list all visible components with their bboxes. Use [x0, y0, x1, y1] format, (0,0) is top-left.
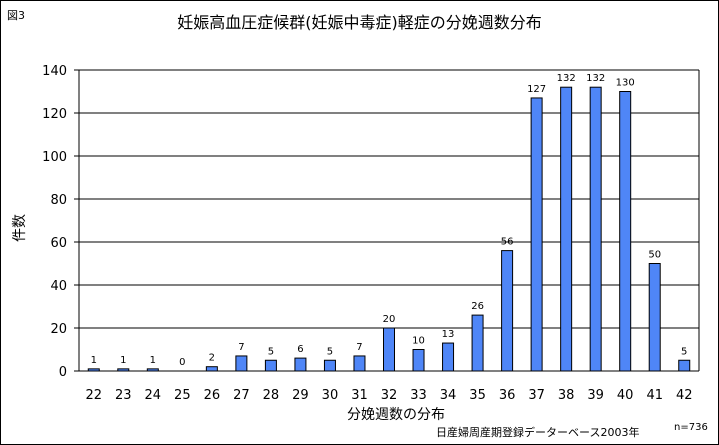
data-label: 6	[297, 344, 303, 355]
x-tick-label: 35	[469, 388, 486, 403]
x-axis-title: 分娩週数の分布	[347, 407, 445, 423]
data-label: 10	[412, 336, 425, 347]
source-note: 日産婦周産期登録データーベース2003年	[436, 426, 640, 439]
x-tick-label: 38	[558, 388, 575, 403]
data-label: 1	[91, 355, 97, 366]
bar	[560, 86, 573, 372]
bar	[323, 359, 336, 372]
data-label: 130	[616, 78, 635, 89]
x-tick-label: 37	[528, 388, 545, 403]
y-tick-label: 0	[59, 365, 67, 380]
data-label: 5	[268, 346, 274, 357]
x-tick-label: 42	[676, 388, 693, 403]
x-tick-label: 34	[440, 388, 457, 403]
x-tick-label: 30	[322, 388, 339, 403]
bar	[353, 355, 366, 372]
data-label: 132	[586, 73, 605, 84]
data-label: 50	[648, 250, 661, 261]
data-label: 7	[356, 342, 362, 353]
y-tick-label: 80	[50, 193, 67, 208]
y-tick-label: 20	[50, 322, 67, 337]
data-label: 13	[442, 329, 455, 340]
bar	[442, 342, 455, 372]
data-label: 7	[238, 342, 244, 353]
data-label: 5	[327, 346, 333, 357]
data-label: 5	[681, 346, 687, 357]
x-tick-label: 28	[263, 388, 280, 403]
data-label: 2	[209, 353, 215, 364]
x-tick-label: 33	[410, 388, 427, 403]
x-tick-label: 36	[499, 388, 516, 403]
x-tick-label: 26	[204, 388, 221, 403]
data-label: 1	[150, 355, 156, 366]
data-label: 20	[383, 314, 396, 325]
x-tick-label: 41	[646, 388, 663, 403]
x-tick-label: 24	[145, 388, 162, 403]
bar	[589, 86, 602, 372]
bars	[87, 86, 691, 372]
y-tick-label: 120	[42, 107, 67, 122]
data-label: 0	[179, 357, 185, 368]
bar	[619, 91, 632, 372]
x-tick-label: 40	[617, 388, 634, 403]
bar	[412, 349, 425, 372]
gridlines	[74, 69, 699, 372]
x-tick-label: 27	[233, 388, 250, 403]
x-tick-label: 29	[292, 388, 309, 403]
bar	[235, 355, 248, 372]
bar	[501, 250, 514, 372]
y-tick-label: 40	[50, 279, 67, 294]
axes	[78, 70, 700, 372]
data-label: 132	[557, 73, 576, 84]
x-tick-label: 22	[85, 388, 102, 403]
bar	[530, 97, 543, 372]
bar	[648, 263, 661, 372]
chart-title: 妊娠高血圧症候群(妊娠中毒症)軽症の分娩週数分布	[177, 13, 542, 32]
bar	[264, 359, 277, 372]
x-tick-label: 32	[381, 388, 398, 403]
x-tick-label: 39	[587, 388, 604, 403]
data-label: 127	[527, 84, 546, 95]
data-label: 1	[120, 355, 126, 366]
x-tick-label: 23	[115, 388, 132, 403]
y-tick-labels: 0 20 40 60 80 100 120 140	[42, 64, 67, 380]
data-label: 26	[471, 301, 484, 312]
bar	[205, 366, 218, 372]
y-tick-label: 60	[50, 236, 67, 251]
figure-label: 図3	[7, 9, 25, 22]
bar	[294, 357, 307, 372]
y-tick-label: 140	[42, 64, 67, 79]
x-tick-label: 31	[351, 388, 368, 403]
sample-size: n=736	[674, 422, 708, 433]
x-tick-labels: 22 23 24 25 26 27 28 29 30 31 32 33 34 35 36 37 38 39 40 41…	[85, 388, 692, 403]
bar	[471, 314, 484, 372]
bar	[383, 327, 395, 372]
data-label: 56	[501, 237, 514, 248]
x-tick-label: 25	[174, 388, 191, 403]
y-tick-label: 100	[42, 150, 67, 165]
bar	[678, 359, 691, 372]
